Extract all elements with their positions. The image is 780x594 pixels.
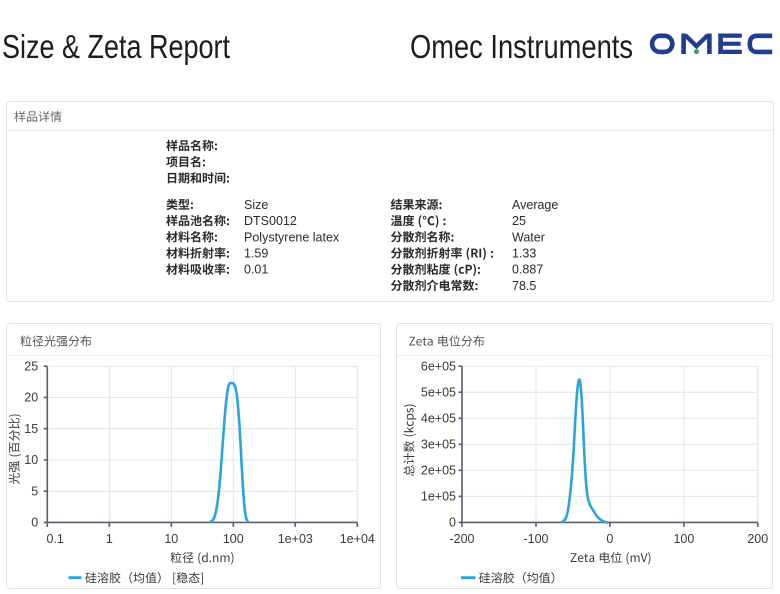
svg-text:0: 0 <box>31 516 38 530</box>
svg-text:0.1: 0.1 <box>47 532 64 546</box>
svg-text:4e+05: 4e+05 <box>421 412 456 426</box>
svg-text:6e+05: 6e+05 <box>421 360 456 374</box>
svg-text:100: 100 <box>223 532 244 546</box>
svg-text:1e+03: 1e+03 <box>278 532 313 546</box>
svg-text:0: 0 <box>449 516 456 530</box>
svg-text:1.33: 1.33 <box>512 247 536 261</box>
svg-text:10: 10 <box>24 453 38 467</box>
svg-text:Average: Average <box>512 198 558 212</box>
svg-text:10: 10 <box>164 532 178 546</box>
svg-text:200: 200 <box>747 532 768 546</box>
svg-text:-200: -200 <box>449 532 474 546</box>
svg-text:3e+05: 3e+05 <box>421 438 456 452</box>
svg-text:0.01: 0.01 <box>244 263 268 277</box>
svg-text:1e+05: 1e+05 <box>421 490 456 504</box>
svg-text:0: 0 <box>606 532 613 546</box>
svg-text:25: 25 <box>512 214 526 228</box>
svg-text:DTS0012: DTS0012 <box>244 214 297 228</box>
svg-text:Water: Water <box>512 230 545 244</box>
svg-text:25: 25 <box>24 360 38 374</box>
svg-text:5e+05: 5e+05 <box>421 386 456 400</box>
svg-text:Size & Zeta Report: Size & Zeta Report <box>2 28 230 65</box>
svg-text:1.59: 1.59 <box>244 247 268 261</box>
svg-text:1e+04: 1e+04 <box>340 532 375 546</box>
svg-text:15: 15 <box>24 422 38 436</box>
svg-text:Polystyrene latex: Polystyrene latex <box>244 230 340 244</box>
svg-text:Size: Size <box>244 198 268 212</box>
svg-text:20: 20 <box>24 391 38 405</box>
svg-text:5: 5 <box>31 485 38 499</box>
svg-text:0.887: 0.887 <box>512 263 543 277</box>
svg-text:78.5: 78.5 <box>512 279 536 293</box>
svg-text:100: 100 <box>673 532 694 546</box>
svg-text:Omec Instruments: Omec Instruments <box>410 28 633 65</box>
svg-text:-100: -100 <box>523 532 548 546</box>
svg-text:1: 1 <box>106 532 113 546</box>
svg-text:2e+05: 2e+05 <box>421 464 456 478</box>
